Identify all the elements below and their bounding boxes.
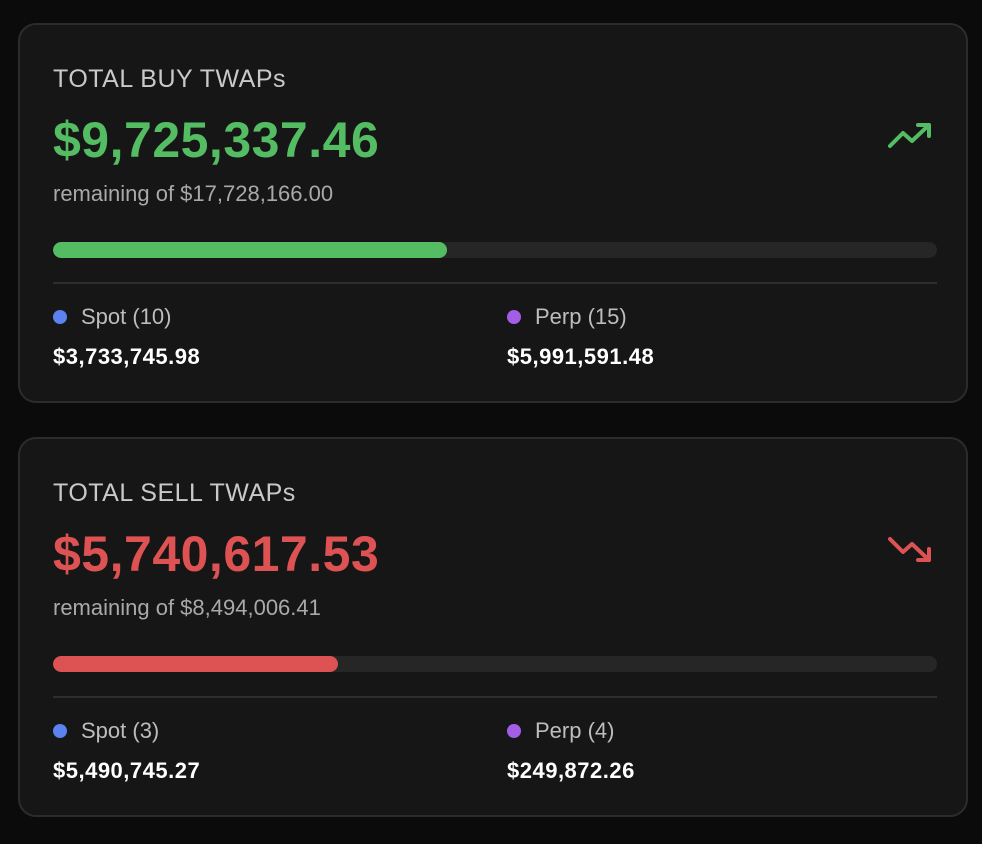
sell-spot-breakdown: Spot (3) $5,490,745.27 <box>53 718 200 784</box>
buy-total-amount: $9,725,337.46 <box>53 112 380 168</box>
spot-value: $5,490,745.27 <box>53 758 201 783</box>
trending-down-icon <box>888 537 931 562</box>
trending-up-icon <box>888 123 931 148</box>
total-sell-twaps-card: TOTAL SELL TWAPs $5,740,617.53 remaining… <box>18 437 968 817</box>
total-buy-twaps-card: TOTAL BUY TWAPs $9,725,337.46 remaining … <box>18 23 968 403</box>
spot-value: $3,733,745.98 <box>53 344 201 369</box>
perp-label: Perp (4) <box>535 718 615 743</box>
spot-label: Spot (3) <box>81 718 160 743</box>
sell-progress-fill <box>53 656 338 672</box>
remaining-of-text: remaining of $8,494,006.41 <box>53 595 321 620</box>
perp-dot-icon <box>507 310 521 324</box>
buy-progress-bar <box>53 242 937 258</box>
card-title: TOTAL SELL TWAPs <box>53 479 296 507</box>
sell-perp-breakdown: Perp (4) $249,872.26 <box>507 718 635 784</box>
perp-dot-icon <box>507 724 521 738</box>
perp-value: $249,872.26 <box>507 758 635 783</box>
sell-progress-bar <box>53 656 937 672</box>
buy-progress-fill <box>53 242 448 258</box>
divider <box>53 282 937 284</box>
perp-label: Perp (15) <box>535 304 627 329</box>
divider <box>53 696 937 698</box>
remaining-of-text: remaining of $17,728,166.00 <box>53 181 334 206</box>
spot-label: Spot (10) <box>81 304 172 329</box>
spot-dot-icon <box>53 310 67 324</box>
card-title: TOTAL BUY TWAPs <box>53 65 287 93</box>
buy-perp-breakdown: Perp (15) $5,991,591.48 <box>507 304 654 370</box>
buy-spot-breakdown: Spot (10) $3,733,745.98 <box>53 304 200 370</box>
perp-value: $5,991,591.48 <box>507 344 655 369</box>
spot-dot-icon <box>53 724 67 738</box>
sell-total-amount: $5,740,617.53 <box>53 526 380 582</box>
